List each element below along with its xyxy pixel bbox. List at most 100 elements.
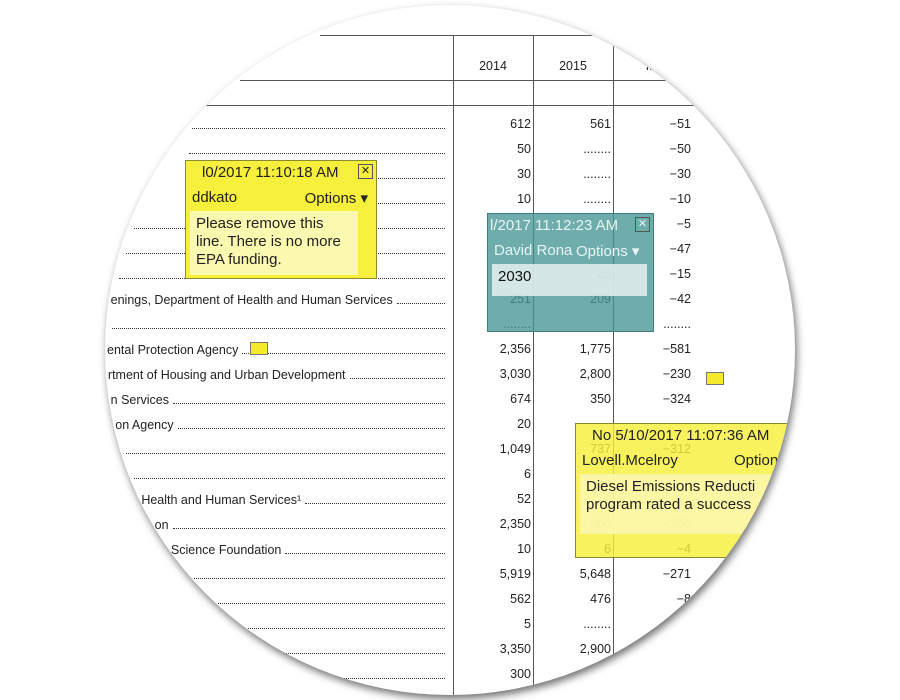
rule bbox=[240, 80, 795, 81]
note-body[interactable]: 2030 bbox=[492, 264, 647, 296]
column-rule bbox=[613, 35, 614, 695]
table-cell: −8 bbox=[676, 592, 691, 606]
dot-leader bbox=[173, 403, 445, 404]
row-label: n Services bbox=[110, 393, 169, 407]
table-cell: 2,350 bbox=[499, 517, 531, 531]
table-cell: ........ bbox=[583, 617, 611, 631]
options-menu[interactable]: Options ▾ bbox=[304, 190, 368, 207]
note-author: David Rona bbox=[494, 242, 573, 259]
table-cell: −42 bbox=[669, 292, 691, 306]
table-cell: −10 bbox=[669, 192, 691, 206]
table-cell: 1,049 bbox=[499, 442, 531, 456]
table-row bbox=[122, 441, 447, 457]
sticky-note[interactable]: l0/2017 11:10:18 AM ✕ ddkato Options ▾ P… bbox=[185, 160, 377, 279]
table-cell: 2,800 bbox=[579, 367, 611, 381]
table-cell: ........ bbox=[583, 192, 611, 206]
note-body[interactable]: Please remove this line. There is no mor… bbox=[190, 211, 358, 275]
table-row: Science Foundation bbox=[171, 541, 447, 557]
table-row bbox=[244, 616, 447, 632]
note-body[interactable]: Diesel Emissions Reducti program rated a… bbox=[580, 474, 795, 534]
table-cell: 10 bbox=[517, 192, 531, 206]
table-cell: −271 bbox=[662, 567, 691, 581]
table-row: enings, Department of Health and Human S… bbox=[111, 291, 447, 307]
rule bbox=[190, 105, 795, 106]
table-cell: −230 bbox=[662, 367, 691, 381]
row-label: enings, Department of Health and Human S… bbox=[110, 293, 393, 307]
dot-leader bbox=[305, 503, 445, 504]
row-label: on Agency bbox=[115, 418, 174, 432]
table-cell: 674 bbox=[510, 392, 531, 406]
table-cell: 6 bbox=[524, 467, 531, 481]
table-cell: 20 bbox=[517, 417, 531, 431]
table-cell: 612 bbox=[510, 117, 531, 131]
note-header: No 5/10/2017 11:07:36 AM bbox=[592, 427, 770, 444]
options-menu[interactable]: Options ▾ bbox=[576, 243, 640, 260]
table-cell: ........ bbox=[583, 142, 611, 156]
dot-leader bbox=[285, 653, 445, 654]
dot-leader bbox=[349, 378, 445, 379]
table-cell: 5,648 bbox=[579, 567, 611, 581]
column-rule bbox=[533, 35, 534, 695]
dot-leader bbox=[396, 303, 445, 304]
sticky-note[interactable]: No 5/10/2017 11:07:36 AM Lovell.Mcelroy … bbox=[575, 423, 795, 558]
table-row: on bbox=[155, 516, 447, 532]
table-cell: −5 bbox=[676, 217, 691, 231]
row-label: rtment of Housing and Urban Development bbox=[107, 368, 346, 382]
table-row bbox=[282, 641, 447, 657]
dot-leader bbox=[111, 328, 445, 329]
table-cell: 562 bbox=[510, 592, 531, 606]
table-cell: 300 bbox=[510, 667, 531, 681]
table-cell: −51 bbox=[669, 117, 691, 131]
row-label: Science Foundation bbox=[170, 543, 282, 557]
dot-leader bbox=[192, 128, 445, 129]
table-row: on Agency bbox=[115, 416, 447, 432]
column-rule bbox=[453, 35, 454, 695]
dot-leader bbox=[285, 553, 445, 554]
table-row bbox=[190, 566, 447, 582]
dot-leader bbox=[194, 578, 445, 579]
table-cell: 1,775 bbox=[579, 342, 611, 356]
options-menu[interactable]: Option bbox=[734, 452, 779, 469]
note-header: l/2017 11:12:23 AM bbox=[490, 217, 619, 234]
table-cell: 30 bbox=[517, 167, 531, 181]
table-row: n Services bbox=[111, 391, 447, 407]
table-row bbox=[188, 116, 447, 132]
close-button[interactable]: ✕ bbox=[358, 164, 373, 179]
comment-icon[interactable] bbox=[706, 372, 724, 385]
sticky-note[interactable]: l/2017 11:12:23 AM ✕ David Rona Options … bbox=[487, 213, 654, 332]
column-header: 2014 bbox=[479, 59, 507, 73]
table-cell: ........ bbox=[663, 317, 691, 331]
table-cell: 476 bbox=[590, 592, 611, 606]
dot-leader bbox=[218, 603, 445, 604]
dot-leader bbox=[189, 153, 445, 154]
table-row bbox=[185, 141, 447, 157]
comment-icon[interactable] bbox=[250, 342, 268, 355]
table-cell: ........ bbox=[583, 167, 611, 181]
note-header: l0/2017 11:10:18 AM bbox=[202, 164, 339, 181]
table-row: Health and Human Services¹ bbox=[141, 491, 447, 507]
table-cell: 3,030 bbox=[499, 367, 531, 381]
rule bbox=[320, 35, 795, 36]
table-cell: −581 bbox=[662, 342, 691, 356]
table-cell: −324 bbox=[662, 392, 691, 406]
row-label: ental Protection Agency bbox=[107, 343, 239, 357]
row-label: Health and Human Services¹ bbox=[141, 493, 302, 507]
dot-leader bbox=[340, 678, 445, 679]
table-row bbox=[214, 591, 447, 607]
table-cell: 561 bbox=[590, 117, 611, 131]
table-cell: −15 bbox=[669, 267, 691, 281]
close-button[interactable]: ✕ bbox=[635, 217, 650, 232]
table-row: ental Protection Agency bbox=[107, 341, 447, 357]
dot-leader bbox=[134, 478, 445, 479]
table-cell: 5 bbox=[524, 617, 531, 631]
table-cell: 2,356 bbox=[499, 342, 531, 356]
table-cell: 3,350 bbox=[499, 642, 531, 656]
note-author: ddkato bbox=[192, 189, 238, 206]
table-cell: −50 bbox=[669, 142, 691, 156]
table-cell: −47 bbox=[669, 242, 691, 256]
table-cell: 10 bbox=[517, 542, 531, 556]
table-cell: 52 bbox=[517, 492, 531, 506]
table-row bbox=[108, 316, 447, 332]
